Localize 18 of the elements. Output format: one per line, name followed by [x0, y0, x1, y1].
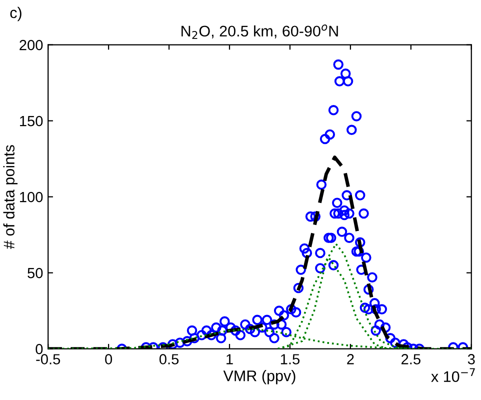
- chart-title: N$_{2}$O, 20.5 km, 60-90$^{o}$N: [182, 24, 338, 39]
- x-axis-title: VMR (ppv): [223, 370, 296, 384]
- x-tick-label: 2: [347, 354, 354, 364]
- x-tick-label: 1.5: [280, 354, 300, 364]
- x-tick-label: 3: [468, 354, 475, 364]
- y-axis-title: # of data points: [3, 145, 18, 249]
- x-tick-label: 0.5: [159, 354, 179, 364]
- y-tick-label: 150: [20, 116, 43, 126]
- text: c): [10, 6, 22, 22]
- text: x 10$^{−7}$: [431, 368, 475, 382]
- y-tick-label: 100: [20, 192, 43, 202]
- x-tick-label: 1: [226, 354, 233, 364]
- y-tick-label: 50: [28, 268, 43, 278]
- y-tick-label: 200: [20, 40, 43, 50]
- x-tick-label: 2.5: [402, 354, 420, 364]
- x-tick-label: 0: [105, 354, 112, 364]
- x-tick-label: -0.5: [36, 354, 60, 364]
- y-tick-label: 0: [36, 344, 43, 354]
